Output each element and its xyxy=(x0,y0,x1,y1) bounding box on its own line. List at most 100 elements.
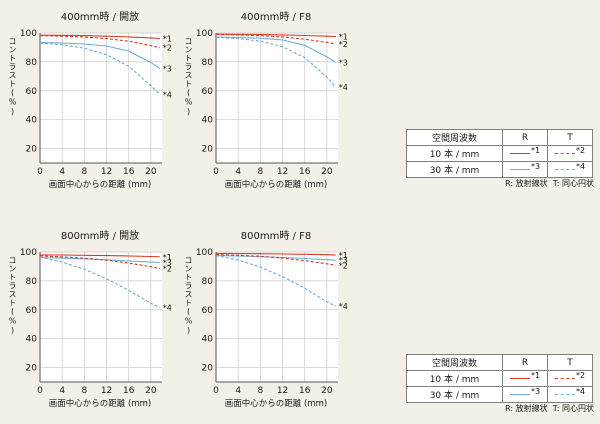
y-tick-label: 100 xyxy=(20,29,37,39)
x-tick-label: 0 xyxy=(37,167,43,177)
y-tick-label: 20 xyxy=(26,145,38,155)
legend-cell-10-r: *1 xyxy=(502,370,548,387)
legend-cell-30-r: *3 xyxy=(502,161,548,178)
curve-end-label: *2 xyxy=(339,40,348,49)
y-tick-label: 20 xyxy=(202,145,214,155)
red-dashed-line-sample xyxy=(554,152,575,154)
curve-ref-1: *1 xyxy=(530,370,541,380)
curve-end-label: *4 xyxy=(163,304,172,313)
blue-solid-line-sample xyxy=(509,168,530,170)
legend-freq-10: 10 本 / mm xyxy=(406,145,503,162)
mtf-curve-1 xyxy=(215,252,336,256)
y-tick-label: 80 xyxy=(26,277,38,287)
curve-end-label: *1 xyxy=(339,251,348,260)
x-tick-label: 20 xyxy=(145,167,157,177)
y-tick-label: 80 xyxy=(26,58,38,68)
legend-freq-10: 10 本 / mm xyxy=(406,370,503,387)
y-tick-label: 60 xyxy=(202,87,214,97)
y-tick-label: 20 xyxy=(202,364,214,374)
mtf-legend-table-top: 空間周波数 R T 10 本 / mm *1 *2 30 本 / mm *3 *… xyxy=(406,129,593,178)
x-tick-label: 20 xyxy=(321,167,333,177)
legend-freq-30: 30 本 / mm xyxy=(406,386,503,403)
red-solid-line-sample xyxy=(509,377,530,379)
y-tick-label: 60 xyxy=(26,306,38,316)
chart-block-400mm-open: 400mm時 / 開放 コントラスト(%) 100 80 60 40 20 0 4 8 12 16… xyxy=(8,8,190,190)
legend-note-bottom: R: 放射線状 T: 同心円状 xyxy=(505,404,594,413)
x-axis-title: 画面中心からの距離 (mm) xyxy=(224,180,328,190)
chart-title: 800mm時 / F8 xyxy=(240,231,312,242)
blue-solid-line-sample xyxy=(509,393,530,395)
mtf-curve-1 xyxy=(215,33,336,38)
y-tick-label: 80 xyxy=(202,277,214,287)
mtf-curve-2 xyxy=(39,35,160,49)
curve-ref-2: *2 xyxy=(575,370,586,380)
x-tick-label: 16 xyxy=(299,386,311,396)
y-tick-label: 60 xyxy=(26,87,38,97)
legend-header-row: 空間周波数 R T xyxy=(406,354,593,371)
curve-end-label: *2 xyxy=(163,44,172,53)
legend-cell-30-t: *4 xyxy=(547,161,593,178)
x-tick-label: 12 xyxy=(277,386,288,396)
chart-title: 800mm時 / 開放 xyxy=(60,231,140,242)
x-tick-label: 8 xyxy=(81,167,87,177)
mtf-curve-4 xyxy=(39,256,161,309)
mtf-curve-1 xyxy=(39,254,160,258)
legend-row-30lines: 30 本 / mm *3 *4 xyxy=(406,161,593,178)
legend-header-frequency: 空間周波数 xyxy=(406,354,503,371)
x-tick-label: 12 xyxy=(101,167,112,177)
x-tick-label: 8 xyxy=(257,167,263,177)
blue-dashed-line-sample xyxy=(554,393,575,395)
mtf-legend-table-bottom: 空間周波数 R T 10 本 / mm *1 *2 30 本 / mm *3 *… xyxy=(406,354,593,403)
x-axis-title: 画面中心からの距離 (mm) xyxy=(48,399,152,409)
red-solid-line-sample xyxy=(509,152,530,154)
curve-end-label: *3 xyxy=(163,259,172,268)
mtf-curve-4 xyxy=(215,36,337,88)
curve-ref-4: *4 xyxy=(575,386,586,396)
y-tick-label: 40 xyxy=(26,116,38,126)
legend-freq-30: 30 本 / mm xyxy=(406,161,503,178)
x-tick-label: 16 xyxy=(299,167,311,177)
x-tick-label: 4 xyxy=(59,167,65,177)
legend-row-10lines: 10 本 / mm *1 *2 xyxy=(406,145,593,162)
curve-ref-3: *3 xyxy=(530,386,541,396)
curve-ref-4: *4 xyxy=(575,161,586,171)
red-dashed-line-sample xyxy=(554,377,575,379)
legend-cell-10-t: *2 xyxy=(547,370,593,387)
y-axis-title: コントラスト(%) xyxy=(8,37,17,117)
mtf-curve-3 xyxy=(215,255,336,261)
y-tick-label: 40 xyxy=(26,335,38,345)
legend-cell-10-t: *2 xyxy=(547,145,593,162)
mtf-plot-400mm-open: 100 80 60 40 20 0 4 8 12 16 20 *4 *3 *2*1 xyxy=(20,29,172,177)
x-tick-label: 8 xyxy=(81,386,87,396)
legend-cell-30-t: *4 xyxy=(547,386,593,403)
y-tick-label: 100 xyxy=(196,248,213,258)
mtf-curve-4 xyxy=(39,42,161,95)
x-tick-label: 8 xyxy=(257,386,263,396)
blue-dashed-line-sample xyxy=(554,168,575,170)
legend-row-10lines: 10 本 / mm *1 *2 xyxy=(406,370,593,387)
curve-end-label: *1 xyxy=(339,33,348,42)
x-tick-label: 16 xyxy=(123,386,135,396)
mtf-curve-1 xyxy=(39,34,160,40)
legend-note-top: R: 放射線状 T: 同心円状 xyxy=(505,179,594,188)
chart-title: 400mm時 / 開放 xyxy=(60,12,140,23)
legend-cell-10-r: *1 xyxy=(502,145,548,162)
mtf-curve-3 xyxy=(215,36,337,64)
plot-wrap: コントラスト(%) 100 80 60 40 20 0 4 8 12 16 20 *4 *3 *2 *1 xyxy=(184,246,366,398)
x-tick-label: 16 xyxy=(123,167,135,177)
mtf-curve-4 xyxy=(215,255,337,307)
mtf-plot-800mm-open: 100 80 60 40 20 0 4 8 12 16 20 *4 *3*2 *1 xyxy=(20,248,172,396)
mtf-plot-800mm-f8: 100 80 60 40 20 0 4 8 12 16 20 *4 *3*2*1 xyxy=(196,248,348,396)
x-tick-label: 20 xyxy=(145,386,157,396)
y-tick-label: 40 xyxy=(202,116,214,126)
mtf-curve-2 xyxy=(215,254,336,266)
curve-end-label: *3 xyxy=(339,256,348,265)
x-tick-label: 4 xyxy=(235,386,241,396)
plot-wrap: コントラスト(%) 100 80 60 40 20 0 4 8 12 16 20 *4 *3 *2 *1 xyxy=(8,246,190,398)
y-tick-label: 100 xyxy=(196,29,213,39)
x-axis-title: 画面中心からの距離 (mm) xyxy=(224,399,328,409)
legend-header-row: 空間周波数 R T xyxy=(406,129,593,146)
x-tick-label: 12 xyxy=(277,167,288,177)
y-axis-title: コントラスト(%) xyxy=(8,256,17,336)
